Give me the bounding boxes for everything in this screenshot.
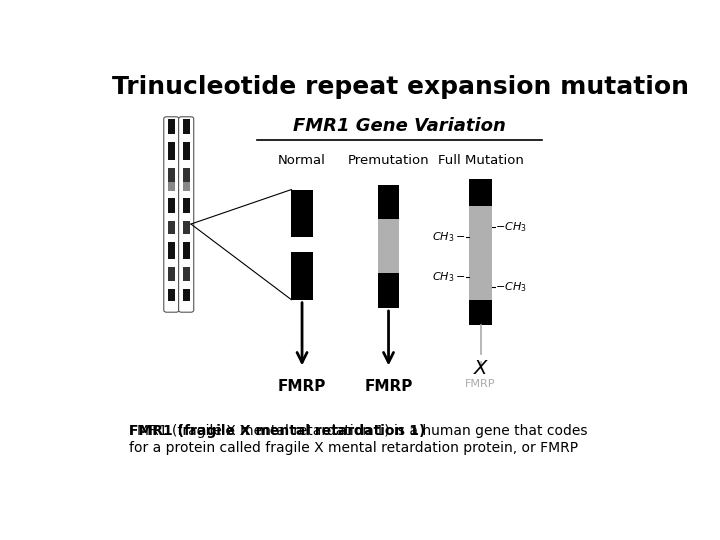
Bar xyxy=(292,252,312,300)
Text: Normal: Normal xyxy=(278,154,326,167)
Bar xyxy=(182,143,190,160)
Bar xyxy=(182,168,190,181)
Bar xyxy=(469,300,492,325)
Bar xyxy=(378,219,399,273)
Text: FMRP: FMRP xyxy=(278,379,326,394)
Bar xyxy=(168,181,175,191)
Bar xyxy=(168,143,175,160)
Text: Premutation: Premutation xyxy=(348,154,429,167)
FancyBboxPatch shape xyxy=(179,117,194,312)
Text: Trinucleotide repeat expansion mutation: Trinucleotide repeat expansion mutation xyxy=(112,75,689,99)
Bar xyxy=(378,185,399,219)
Bar xyxy=(168,267,175,281)
Bar xyxy=(469,179,492,206)
Text: FMR1 (fragile X mental retardation 1) is a human gene that codes
for a protein c: FMR1 (fragile X mental retardation 1) is… xyxy=(129,424,588,455)
Text: FMR1 Gene Variation: FMR1 Gene Variation xyxy=(293,117,506,135)
Bar xyxy=(469,206,492,300)
Text: X: X xyxy=(474,359,487,378)
Text: $CH_3-$: $CH_3-$ xyxy=(433,231,466,244)
Bar xyxy=(168,168,175,181)
Text: $CH_3-$: $CH_3-$ xyxy=(433,270,466,284)
Text: FMRP: FMRP xyxy=(465,379,496,389)
Text: $-CH_3$: $-CH_3$ xyxy=(495,220,527,234)
Bar xyxy=(168,119,175,134)
Bar xyxy=(168,242,175,259)
Text: Full Mutation: Full Mutation xyxy=(438,154,523,167)
Bar xyxy=(168,221,175,234)
Bar xyxy=(182,267,190,281)
Bar xyxy=(168,198,175,213)
Bar xyxy=(182,242,190,259)
Bar xyxy=(182,221,190,234)
Bar xyxy=(168,289,175,301)
Bar xyxy=(292,190,312,238)
Text: $-CH_3$: $-CH_3$ xyxy=(495,280,527,294)
Bar xyxy=(182,119,190,134)
Bar xyxy=(182,181,190,191)
FancyBboxPatch shape xyxy=(163,117,179,312)
Text: FMR1 (fragile X mental retardation 1): FMR1 (fragile X mental retardation 1) xyxy=(129,424,426,438)
Bar xyxy=(182,289,190,301)
Text: FMRP: FMRP xyxy=(364,379,413,394)
Bar xyxy=(182,198,190,213)
Bar xyxy=(378,273,399,308)
